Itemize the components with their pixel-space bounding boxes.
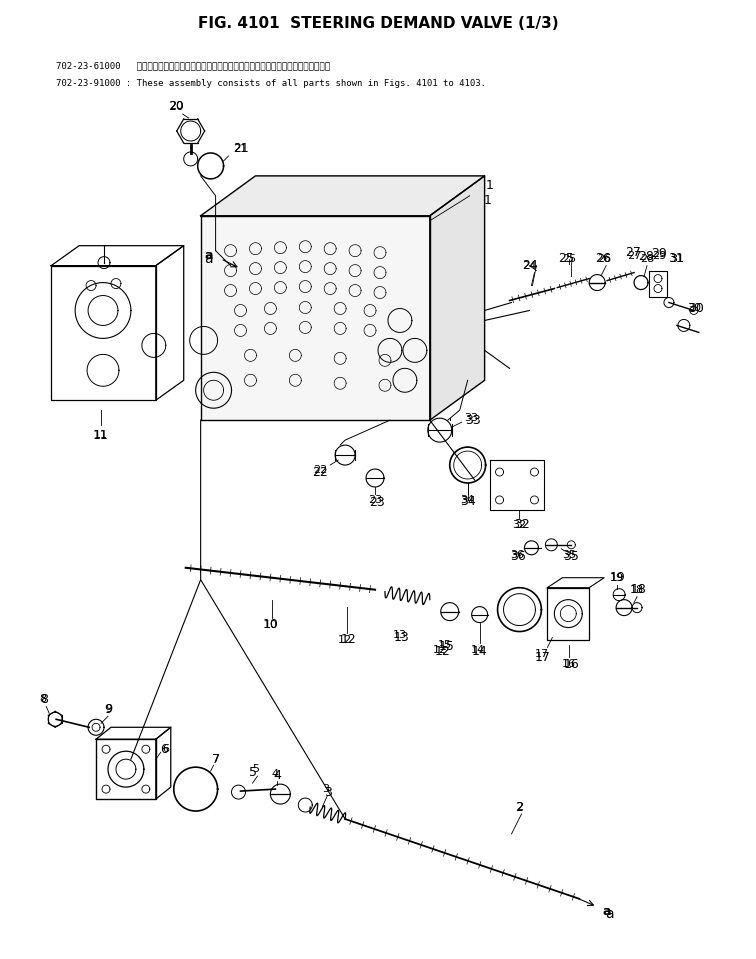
Text: 18: 18 (631, 583, 647, 596)
Text: 23: 23 (369, 497, 385, 509)
Text: 28: 28 (638, 250, 654, 263)
Text: 15: 15 (438, 640, 452, 649)
Text: 702-23-91000 : These assembly consists of all parts shown in Figs. 4101 to 4103.: 702-23-91000 : These assembly consists o… (56, 79, 486, 87)
Text: 5: 5 (249, 765, 258, 779)
Text: 17: 17 (534, 651, 550, 664)
Text: 702-23-61000   これらのアセンブリの構成部品は第４１０１図から第４１０３図まで含みます。: 702-23-61000 これらのアセンブリの構成部品は第４１０１図から第４１０… (56, 61, 330, 71)
Text: 4: 4 (272, 769, 279, 779)
Text: 5: 5 (252, 764, 259, 774)
Text: 11: 11 (94, 431, 108, 440)
Text: 10: 10 (262, 619, 278, 631)
Text: 32: 32 (513, 519, 529, 531)
Text: a: a (204, 249, 213, 262)
Text: 35: 35 (563, 550, 579, 563)
Text: 2: 2 (516, 801, 523, 813)
Polygon shape (200, 216, 430, 420)
Text: 3: 3 (322, 784, 329, 794)
Text: 8: 8 (40, 692, 48, 706)
Text: 22: 22 (312, 465, 328, 479)
Text: 16: 16 (563, 658, 579, 671)
Text: FIG. 4101  STEERING DEMAND VALVE (1/3): FIG. 4101 STEERING DEMAND VALVE (1/3) (197, 16, 559, 31)
Text: a: a (603, 905, 612, 919)
Text: 19: 19 (610, 573, 624, 583)
Text: 35: 35 (562, 550, 576, 560)
Text: 12: 12 (338, 635, 352, 644)
Text: 26: 26 (595, 252, 611, 265)
Text: 6: 6 (160, 742, 168, 756)
Text: 30: 30 (687, 303, 701, 314)
Text: 12: 12 (432, 644, 447, 654)
Text: 10: 10 (263, 620, 277, 629)
Text: 24: 24 (522, 259, 538, 272)
Text: 27: 27 (625, 246, 641, 259)
Text: 34: 34 (460, 496, 476, 508)
Text: 21: 21 (234, 144, 247, 154)
Text: 28: 28 (640, 253, 654, 264)
Text: 29: 29 (652, 250, 666, 261)
Text: 2: 2 (516, 802, 523, 812)
Text: 9: 9 (104, 703, 112, 715)
Text: 21: 21 (233, 143, 249, 155)
Text: 18: 18 (630, 585, 644, 595)
Text: 32: 32 (513, 520, 526, 530)
Text: 29: 29 (651, 247, 667, 260)
Text: 34: 34 (460, 495, 475, 505)
Text: 7: 7 (212, 754, 219, 764)
Text: 23: 23 (368, 495, 382, 505)
Polygon shape (430, 175, 485, 420)
Text: 30: 30 (688, 302, 704, 315)
Text: 22: 22 (313, 465, 327, 475)
Text: 25: 25 (562, 253, 576, 264)
Text: 4: 4 (274, 769, 281, 782)
Text: a: a (204, 251, 213, 266)
Text: 13: 13 (393, 629, 407, 640)
Text: 33: 33 (465, 413, 479, 423)
Text: 26: 26 (597, 253, 612, 264)
Text: 16: 16 (562, 660, 576, 669)
Text: 24: 24 (522, 261, 537, 270)
Text: 13: 13 (394, 631, 410, 644)
Text: 12: 12 (340, 633, 356, 646)
Text: 25: 25 (559, 252, 575, 265)
Text: 36: 36 (510, 550, 525, 563)
Text: 3: 3 (324, 785, 332, 799)
Text: 6: 6 (163, 744, 169, 754)
Polygon shape (200, 175, 485, 216)
Text: 31: 31 (670, 253, 684, 264)
Text: 14: 14 (472, 645, 488, 658)
Text: 9: 9 (105, 704, 113, 714)
Text: 20: 20 (168, 100, 184, 112)
Text: 12: 12 (435, 645, 451, 658)
Text: 11: 11 (93, 429, 109, 442)
Text: a: a (605, 907, 613, 921)
Text: 1: 1 (485, 179, 494, 193)
Text: 1: 1 (484, 195, 491, 207)
Text: 31: 31 (668, 252, 683, 265)
Text: 15: 15 (438, 640, 454, 653)
Text: 33: 33 (465, 413, 481, 427)
Text: 20: 20 (169, 101, 183, 111)
Text: 19: 19 (609, 572, 625, 584)
Text: 27: 27 (627, 250, 641, 261)
Text: 8: 8 (39, 694, 47, 704)
Text: 17: 17 (534, 649, 548, 660)
Text: 14: 14 (470, 644, 485, 654)
Text: 36: 36 (510, 550, 525, 560)
Text: 7: 7 (212, 753, 219, 765)
